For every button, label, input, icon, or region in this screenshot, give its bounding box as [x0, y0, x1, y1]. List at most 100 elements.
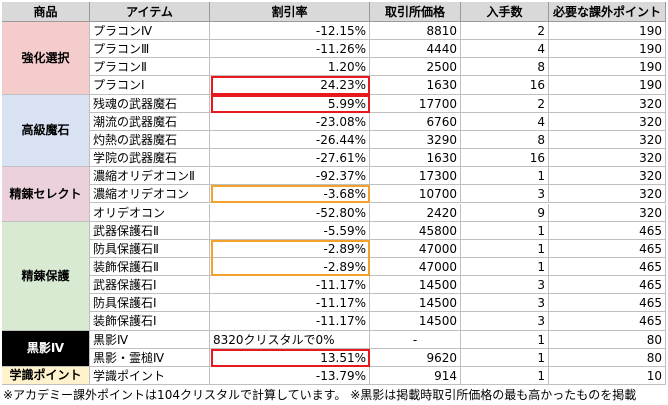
item-name-cell: プラコンⅠ	[90, 76, 210, 95]
discount-rate-cell: -52.80%	[210, 203, 370, 222]
points-cell: 465	[549, 221, 666, 240]
quantity-cell: 16	[461, 76, 549, 95]
discount-rate-cell: -12.15%	[210, 22, 370, 41]
item-name-cell: 濃縮オリデオコン	[90, 185, 210, 204]
footnote: ※アカデミー課外ポイントは104クリスタルで計算しています。 ※黒影は掲載時取引…	[3, 388, 637, 402]
points-cell: 320	[549, 112, 666, 131]
item-name-cell: 装飾保護石Ⅰ	[90, 312, 210, 331]
discount-rate-cell: -11.26%	[210, 40, 370, 59]
exchange-price-cell: 6760	[370, 112, 461, 131]
group-label: 強化選択	[2, 22, 90, 95]
points-cell: 320	[549, 185, 666, 204]
quantity-cell: 2	[461, 94, 549, 113]
quantity-cell: 1	[461, 348, 549, 367]
discount-rate-cell: 5.99%	[210, 94, 370, 113]
points-cell: 320	[549, 94, 666, 113]
discount-rate-cell: -3.68%	[210, 185, 370, 204]
discount-rate-cell: -92.37%	[210, 167, 370, 186]
exchange-price-cell: 17300	[370, 167, 461, 186]
col-header-item: アイテム	[90, 2, 210, 22]
quantity-cell: 1	[461, 167, 549, 186]
item-name-cell: 武器保護石Ⅰ	[90, 276, 210, 295]
item-name-cell: 濃縮オリデオコンⅡ	[90, 167, 210, 186]
group-label: 高級魔石	[2, 94, 90, 168]
points-cell: 320	[549, 203, 666, 222]
exchange-price-cell: 2500	[370, 58, 461, 77]
exchange-price-cell: 8810	[370, 22, 461, 41]
item-name-cell: 装飾保護石Ⅱ	[90, 257, 210, 277]
discount-rate-cell: 24.23%	[210, 76, 370, 95]
discount-rate-cell: 13.51%	[210, 348, 370, 367]
discount-rate-cell: 8320クリスタルで0%	[210, 330, 370, 349]
col-header-quantity: 入手数	[461, 2, 549, 22]
points-cell: 465	[549, 294, 666, 313]
quantity-cell: 3	[461, 312, 549, 331]
quantity-cell: 8	[461, 58, 549, 77]
discount-rate-cell: -13.79%	[210, 366, 370, 385]
exchange-price-cell: -	[370, 330, 461, 349]
points-cell: 190	[549, 40, 666, 59]
points-cell: 80	[549, 348, 666, 367]
item-name-cell: プラコンⅣ	[90, 22, 210, 41]
col-header-product: 商品	[2, 2, 90, 22]
exchange-price-cell: 17700	[370, 94, 461, 113]
exchange-price-cell: 3290	[370, 130, 461, 150]
exchange-price-cell: 45800	[370, 221, 461, 240]
discount-rate-cell: -11.17%	[210, 294, 370, 313]
quantity-cell: 1	[461, 257, 549, 277]
quantity-cell: 1	[461, 330, 549, 349]
col-header-price: 取引所価格	[370, 2, 461, 22]
item-name-cell: 潮流の武器魔石	[90, 112, 210, 131]
group-label: 学識ポイント	[2, 366, 90, 385]
quantity-cell: 3	[461, 185, 549, 204]
exchange-price-cell: 4440	[370, 40, 461, 59]
quantity-cell: 4	[461, 112, 549, 131]
item-name-cell: 黒影Ⅳ	[90, 330, 210, 349]
exchange-price-cell: 14500	[370, 294, 461, 313]
exchange-price-cell: 14500	[370, 312, 461, 331]
points-cell: 190	[549, 22, 666, 41]
discount-rate-cell: -2.89%	[210, 239, 370, 258]
quantity-cell: 2	[461, 22, 549, 41]
col-header-discount: 割引率	[210, 2, 370, 22]
points-cell: 465	[549, 239, 666, 258]
item-name-cell: 学識ポイント	[90, 366, 210, 385]
discount-table: 商品 アイテム 割引率 取引所価格 入手数 必要な課外ポイント 強化選択 高級魔石 精錬セレクト…	[2, 2, 666, 385]
points-cell: 10	[549, 366, 666, 385]
exchange-price-cell: 10700	[370, 185, 461, 204]
item-name-cell: 灼熱の武器魔石	[90, 130, 210, 150]
item-name-cell: プラコンⅡ	[90, 58, 210, 77]
quantity-cell: 16	[461, 149, 549, 168]
quantity-cell: 9	[461, 203, 549, 222]
item-name-cell: オリデオコン	[90, 203, 210, 222]
exchange-price-cell: 14500	[370, 276, 461, 295]
quantity-cell: 1	[461, 221, 549, 240]
discount-rate-cell: -11.17%	[210, 276, 370, 295]
quantity-cell: 4	[461, 40, 549, 59]
exchange-price-cell: 47000	[370, 239, 461, 258]
points-cell: 465	[549, 276, 666, 295]
quantity-cell: 3	[461, 276, 549, 295]
exchange-price-cell: 914	[370, 366, 461, 385]
item-name-cell: 防具保護石Ⅱ	[90, 239, 210, 258]
points-cell: 80	[549, 330, 666, 349]
item-name-cell: 防具保護石Ⅰ	[90, 294, 210, 313]
item-name-cell: 武器保護石Ⅱ	[90, 221, 210, 240]
points-cell: 320	[549, 167, 666, 186]
points-cell: 320	[549, 130, 666, 150]
group-label: 黒影Ⅳ	[2, 330, 90, 367]
points-cell: 465	[549, 312, 666, 331]
item-name-cell: 残魂の武器魔石	[90, 94, 210, 113]
item-name-cell: 黒影・霊槌Ⅳ	[90, 348, 210, 367]
item-name-cell: プラコンⅢ	[90, 40, 210, 59]
discount-rate-cell: -26.44%	[210, 130, 370, 150]
quantity-cell: 1	[461, 239, 549, 258]
discount-rate-cell: -5.59%	[210, 221, 370, 240]
item-name-cell: 学院の武器魔石	[90, 149, 210, 168]
discount-rate-cell: -2.89%	[210, 257, 370, 277]
quantity-cell: 1	[461, 366, 549, 385]
quantity-cell: 8	[461, 130, 549, 150]
col-header-points: 必要な課外ポイント	[549, 2, 666, 22]
discount-rate-cell: 1.20%	[210, 58, 370, 77]
points-cell: 465	[549, 257, 666, 277]
